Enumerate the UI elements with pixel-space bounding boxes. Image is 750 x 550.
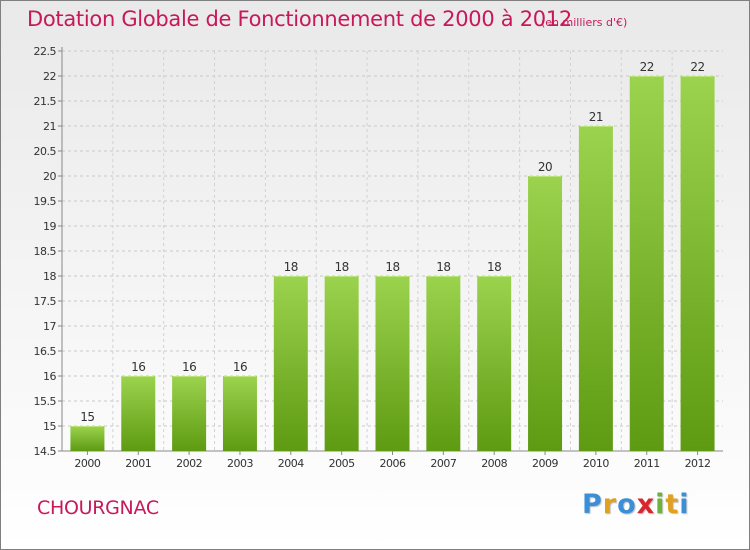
data-label: 15 [80, 410, 94, 424]
x-tick-label: 2005 [329, 457, 355, 470]
x-tick-label: 2000 [74, 457, 100, 470]
bar [375, 276, 410, 451]
bar [70, 426, 105, 451]
y-tick-label: 15.5 [34, 395, 57, 408]
bar [426, 276, 461, 451]
bar [680, 76, 715, 451]
y-tick-label: 18 [43, 270, 56, 283]
y-tick-label: 16 [43, 370, 56, 383]
y-tick-label: 18.5 [34, 245, 57, 258]
bar [222, 376, 257, 451]
x-tick-label: 2012 [685, 457, 711, 470]
data-label: 20 [538, 160, 552, 174]
data-label: 22 [690, 60, 704, 74]
data-label: 21 [589, 110, 603, 124]
data-label: 18 [284, 260, 298, 274]
x-tick-label: 2011 [634, 457, 660, 470]
bar [629, 76, 664, 451]
bar [528, 176, 563, 451]
x-tick-label: 2001 [125, 457, 151, 470]
y-tick-label: 21.5 [34, 95, 57, 108]
data-label: 18 [335, 260, 349, 274]
data-label: 16 [233, 360, 247, 374]
bar [273, 276, 308, 451]
bar [121, 376, 156, 451]
y-tick-label: 16.5 [34, 345, 57, 358]
y-tick-label: 19 [43, 220, 56, 233]
data-label: 22 [640, 60, 654, 74]
commune-name: CHOURGNAC [37, 497, 159, 519]
y-tick-label: 17 [43, 320, 56, 333]
x-tick-label: 2007 [430, 457, 456, 470]
y-tick-label: 21 [43, 120, 56, 133]
y-tick-label: 20.5 [34, 145, 57, 158]
chart-title: Dotation Globale de Fonctionnement de 20… [27, 7, 572, 31]
y-tick-label: 20 [43, 170, 56, 183]
bar [578, 126, 613, 451]
x-tick-label: 2003 [227, 457, 253, 470]
x-tick-label: 2009 [532, 457, 558, 470]
x-tick-label: 2008 [481, 457, 507, 470]
y-tick-label: 22.5 [34, 45, 57, 58]
y-tick-label: 14.5 [34, 445, 57, 458]
y-tick-label: 22 [43, 70, 56, 83]
x-tick-label: 2010 [583, 457, 609, 470]
y-tick-label: 15 [43, 420, 56, 433]
x-tick-label: 2002 [176, 457, 202, 470]
data-label: 18 [385, 260, 399, 274]
y-tick-label: 17.5 [34, 295, 57, 308]
bar [477, 276, 512, 451]
x-tick-label: 2004 [278, 457, 304, 470]
data-label: 18 [436, 260, 450, 274]
data-label: 16 [131, 360, 145, 374]
data-label: 16 [182, 360, 196, 374]
x-tick-label: 2006 [380, 457, 406, 470]
bar [324, 276, 359, 451]
bar [172, 376, 207, 451]
data-label: 18 [487, 260, 501, 274]
proxiti-logo: Proxiti [582, 489, 690, 520]
chart-unit: (en milliers d'€) [541, 16, 628, 29]
y-tick-label: 19.5 [34, 195, 57, 208]
